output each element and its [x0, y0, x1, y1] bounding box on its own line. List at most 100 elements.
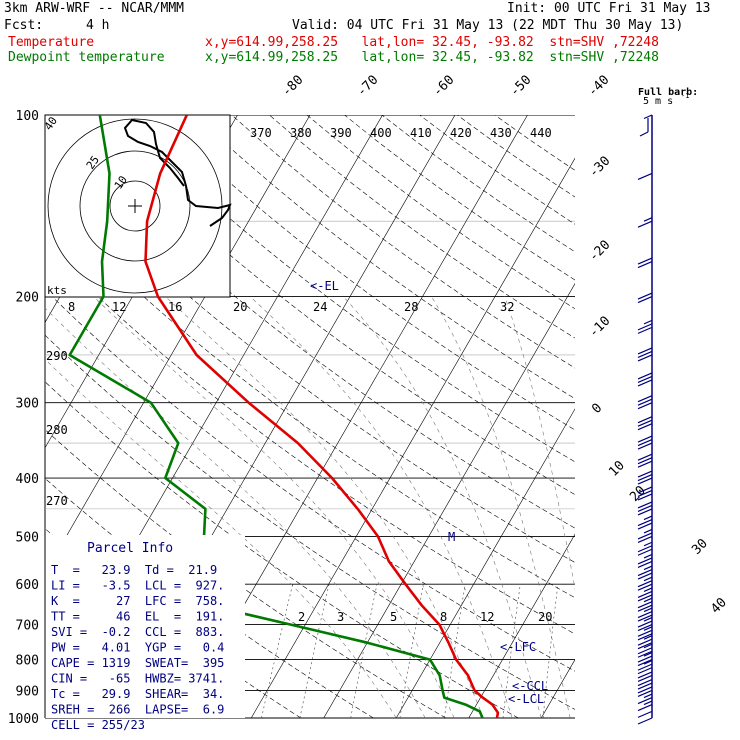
wind-barb — [643, 515, 653, 521]
wind-barb — [637, 717, 653, 725]
wind-barb — [643, 541, 653, 547]
wind-barb — [643, 576, 653, 582]
wind-barb — [643, 553, 653, 559]
wind-barb — [637, 535, 653, 544]
temperature-legend-label: Temperature — [8, 35, 95, 50]
isotherm-label: -80 — [279, 73, 306, 100]
wind-barb — [637, 710, 653, 718]
wind-barb — [637, 453, 653, 461]
dry-adiabat — [45, 115, 575, 529]
pressure-label-700: 700 — [16, 619, 39, 634]
wind-barb — [637, 470, 653, 478]
wind-barb — [637, 372, 653, 380]
wind-barb — [637, 629, 653, 637]
mixing-ratio-label-lower: 8 — [440, 610, 447, 624]
wind-barb — [643, 587, 653, 592]
wind-barb — [637, 659, 653, 667]
mixing-ratio-label-lower: 2 — [298, 610, 305, 624]
mixing-ratio-label-upper: 24 — [313, 300, 327, 314]
dry-adiabat — [494, 115, 575, 171]
wind-barb — [637, 457, 653, 465]
wind-barb — [637, 614, 653, 622]
wind-barb — [637, 522, 653, 530]
isentrope-label-top: 400 — [370, 126, 392, 140]
isentrope-label-top: 390 — [330, 126, 352, 140]
isentrope-label-top: 440 — [530, 126, 552, 140]
dry-adiabat — [45, 429, 447, 718]
isentrope-label-left: 270 — [46, 494, 68, 508]
mixing-ratio-label-upper: 8 — [68, 300, 75, 314]
wind-barb — [637, 347, 653, 355]
wind-barb — [643, 319, 653, 325]
parcel-info-row: K = 27 LFC = 758. — [51, 594, 224, 608]
wind-barb — [643, 652, 653, 657]
isotherm-label: 30 — [689, 536, 711, 558]
wind-barb — [643, 607, 653, 613]
ccl-marker: <-CCL — [512, 679, 548, 693]
pressure-label-900: 900 — [16, 684, 39, 699]
wind-barb — [637, 489, 653, 497]
mixing-ratio-line — [350, 584, 378, 718]
mixing-ratio-label-lower: 5 — [390, 610, 397, 624]
forecast-label: Fcst: — [4, 18, 44, 33]
parcel-info-row: Tc = 29.9 SHEAR= 34. — [51, 687, 224, 701]
isentrope-label-top: 430 — [490, 126, 512, 140]
wind-barb — [637, 220, 653, 228]
parcel-info-title: Parcel Info — [87, 541, 173, 556]
parcel-info-row: T = 23.9 Td = 21.9 — [51, 563, 217, 577]
isotherm-label: -60 — [430, 73, 457, 100]
wind-barb — [637, 655, 653, 663]
wind-barb — [637, 557, 653, 565]
hodograph-ring-label-40: 40 — [42, 114, 60, 132]
hodograph-ring — [109, 180, 161, 232]
wind-barb — [637, 442, 653, 450]
moist-adiabat — [343, 296, 542, 718]
wind-barb — [637, 697, 653, 705]
wind-barb — [637, 501, 653, 509]
wind-barb — [643, 700, 653, 706]
wind-barb — [637, 326, 653, 334]
wind-barb — [643, 597, 653, 603]
wind-barb — [643, 635, 653, 640]
isotherm-line — [250, 157, 575, 718]
barb-legend-exponent: -1 — [681, 92, 689, 100]
wind-barb — [643, 617, 653, 622]
wind-barb — [637, 647, 653, 655]
wind-barb — [637, 667, 653, 675]
isotherm-label: -40 — [585, 73, 612, 100]
dry-adiabat — [45, 334, 575, 710]
dry-adiabat — [81, 115, 575, 496]
wind-barb — [637, 435, 653, 443]
wind-barb — [637, 398, 653, 406]
wind-barb — [637, 504, 653, 512]
pressure-label-600: 600 — [16, 578, 39, 593]
valid-time: Valid: 04 UTC Fri 31 May 13 (22 MDT Thu … — [292, 18, 684, 33]
moist-adiabat — [504, 296, 575, 591]
temperature-location-info: x,y=614.99,258.25 lat,lon= 32.45, -93.82… — [205, 35, 659, 50]
isotherm-label: -30 — [586, 154, 613, 181]
dry-adiabat — [45, 200, 575, 599]
wind-barb — [637, 172, 653, 180]
wind-barb — [637, 682, 653, 690]
barb-legend-line1: Full barb: — [638, 87, 698, 98]
m-marker: M — [448, 530, 455, 544]
wind-barb — [637, 402, 653, 410]
parcel-info-row: SVI = -0.2 CCL = 883. — [51, 625, 224, 639]
parcel-info-row: CIN = -65 HWBZ= 3741. — [51, 672, 224, 686]
moist-adiabat — [431, 296, 571, 718]
isentrope-label-top: 380 — [290, 126, 312, 140]
mixing-ratio-line — [299, 584, 330, 718]
wind-barb — [637, 674, 653, 682]
wind-barb — [637, 642, 653, 650]
isotherm-label: 0 — [589, 401, 605, 417]
wind-barb — [637, 572, 653, 580]
wind-barb — [637, 590, 653, 598]
wind-barb — [637, 545, 653, 553]
wind-barb — [637, 323, 653, 331]
wind-barb — [637, 477, 653, 485]
dry-adiabat — [381, 115, 575, 253]
isotherm-label: -20 — [586, 238, 613, 265]
wind-barb — [643, 660, 653, 665]
pressure-label-1000: 1000 — [8, 712, 39, 727]
wind-barb — [637, 633, 653, 641]
